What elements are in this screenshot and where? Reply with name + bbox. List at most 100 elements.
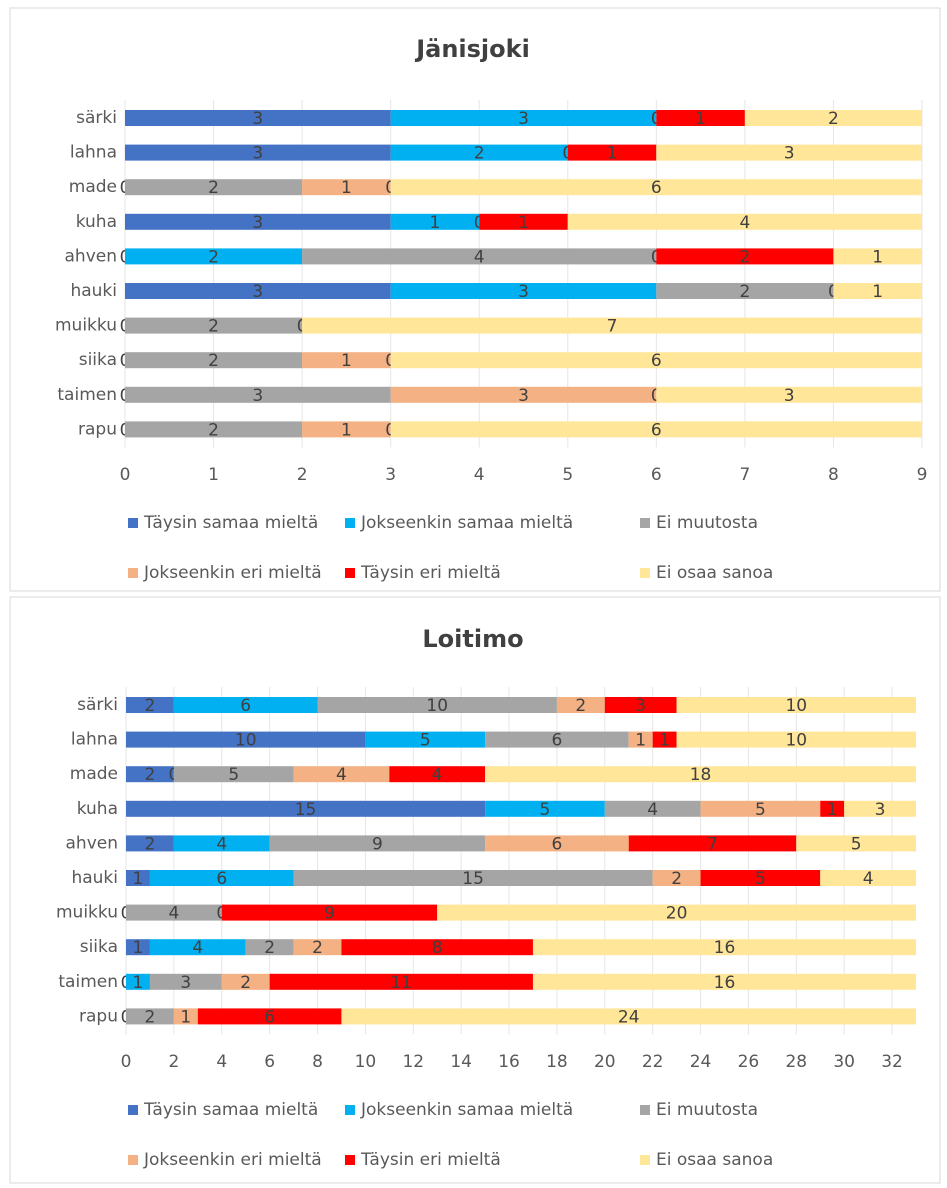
bar-segment [125,248,303,265]
data-label: 1 [133,938,144,958]
bar-segment [656,110,745,126]
bar-segment [126,904,222,921]
x-tick-label: 5 [562,465,573,485]
data-label: 6 [216,869,227,889]
bar-segment [302,352,391,369]
bar-segment [485,800,605,817]
data-label: 5 [228,765,239,785]
x-tick-label: 6 [264,1052,275,1072]
data-label: 15 [462,869,484,889]
legend-label: Ei muutosta [656,1100,758,1120]
y-tick-label: made [70,764,118,784]
data-label: 2 [145,765,156,785]
data-label: 3 [180,973,191,993]
x-tick-label: 4 [474,465,485,485]
data-label: 8 [432,938,443,958]
legend-swatch [345,568,355,578]
data-label: 5 [755,800,766,820]
data-label: 15 [295,800,317,820]
bar-segment [126,731,366,748]
data-label: 1 [695,109,706,129]
legend-label: Jokseenkin samaa mieltä [360,1100,573,1120]
bar-segment [390,421,923,438]
bar-segment [833,248,922,265]
y-tick-label: taimen [58,972,118,992]
legend-swatch [345,1105,355,1115]
data-label: 3 [635,696,646,716]
legend-swatch [640,568,650,578]
bar-segment [149,870,294,886]
data-label: 7 [707,834,718,854]
legend-swatch [128,1105,138,1115]
bar-segment [365,731,486,748]
bar-segment [628,835,797,852]
data-label: 10 [235,731,257,751]
data-label: 6 [551,731,562,751]
data-label: 1 [872,282,883,302]
bar-segment [700,800,821,817]
bar-segment [126,800,486,817]
bar-segment [390,144,568,161]
y-tick-label: särki [76,108,117,128]
data-label: 2 [208,317,219,337]
bar-segment [125,110,391,126]
legend-swatch [128,568,138,578]
chart-frame [9,596,941,1184]
bar-segment [197,1008,342,1025]
bar-segment [604,697,677,713]
bar-segment [125,144,391,161]
legend-swatch [640,1155,650,1165]
bar-segment [173,697,318,713]
data-label: 3 [252,386,263,406]
data-label: 3 [784,386,795,406]
x-tick-label: 8 [312,1052,323,1072]
data-label: 2 [208,420,219,440]
bar-segment [125,179,303,196]
data-label: 4 [216,834,227,854]
x-tick-label: 32 [881,1052,903,1072]
x-tick-label: 8 [828,465,839,485]
data-label: 7 [607,317,618,337]
data-label: 1 [659,731,670,751]
data-label: 2 [208,351,219,371]
data-label: 5 [540,800,551,820]
bar-segment [656,144,922,161]
legend-swatch [128,518,138,528]
bar-segment [652,731,677,748]
data-label: 10 [785,696,807,716]
x-tick-label: 14 [450,1052,472,1072]
data-label: 4 [192,938,203,958]
legend-swatch [640,1105,650,1115]
legend-swatch [640,518,650,528]
bar-segment [302,179,391,196]
data-label: 16 [714,938,736,958]
y-tick-label: lahna [70,143,117,163]
data-label: 4 [739,213,750,233]
legend-label: Ei muutosta [656,513,758,533]
data-label: 2 [474,144,485,164]
bar-segment [389,766,486,783]
bar-segment [149,973,222,990]
data-label: 2 [739,282,750,302]
data-label: 3 [252,282,263,302]
data-label: 4 [432,765,443,785]
legend-label: Täysin samaa mieltä [143,513,318,533]
data-label: 3 [252,213,263,233]
bar-segment [556,697,605,713]
bar-segment [341,939,533,956]
bar-segment [844,800,916,817]
bar-segment [125,421,303,438]
bar-segment [302,317,923,334]
bar-segment [485,731,629,748]
data-label: 2 [240,973,251,993]
data-label: 18 [690,765,712,785]
bar-segment [390,386,657,403]
x-tick-label: 20 [594,1052,616,1072]
y-tick-label: rapu [79,1006,118,1026]
data-label: 1 [518,213,529,233]
y-tick-label: särki [77,695,118,715]
x-tick-label: 28 [785,1052,807,1072]
bar-segment [125,317,303,334]
data-label: 1 [827,800,838,820]
bar-segment [485,766,916,783]
